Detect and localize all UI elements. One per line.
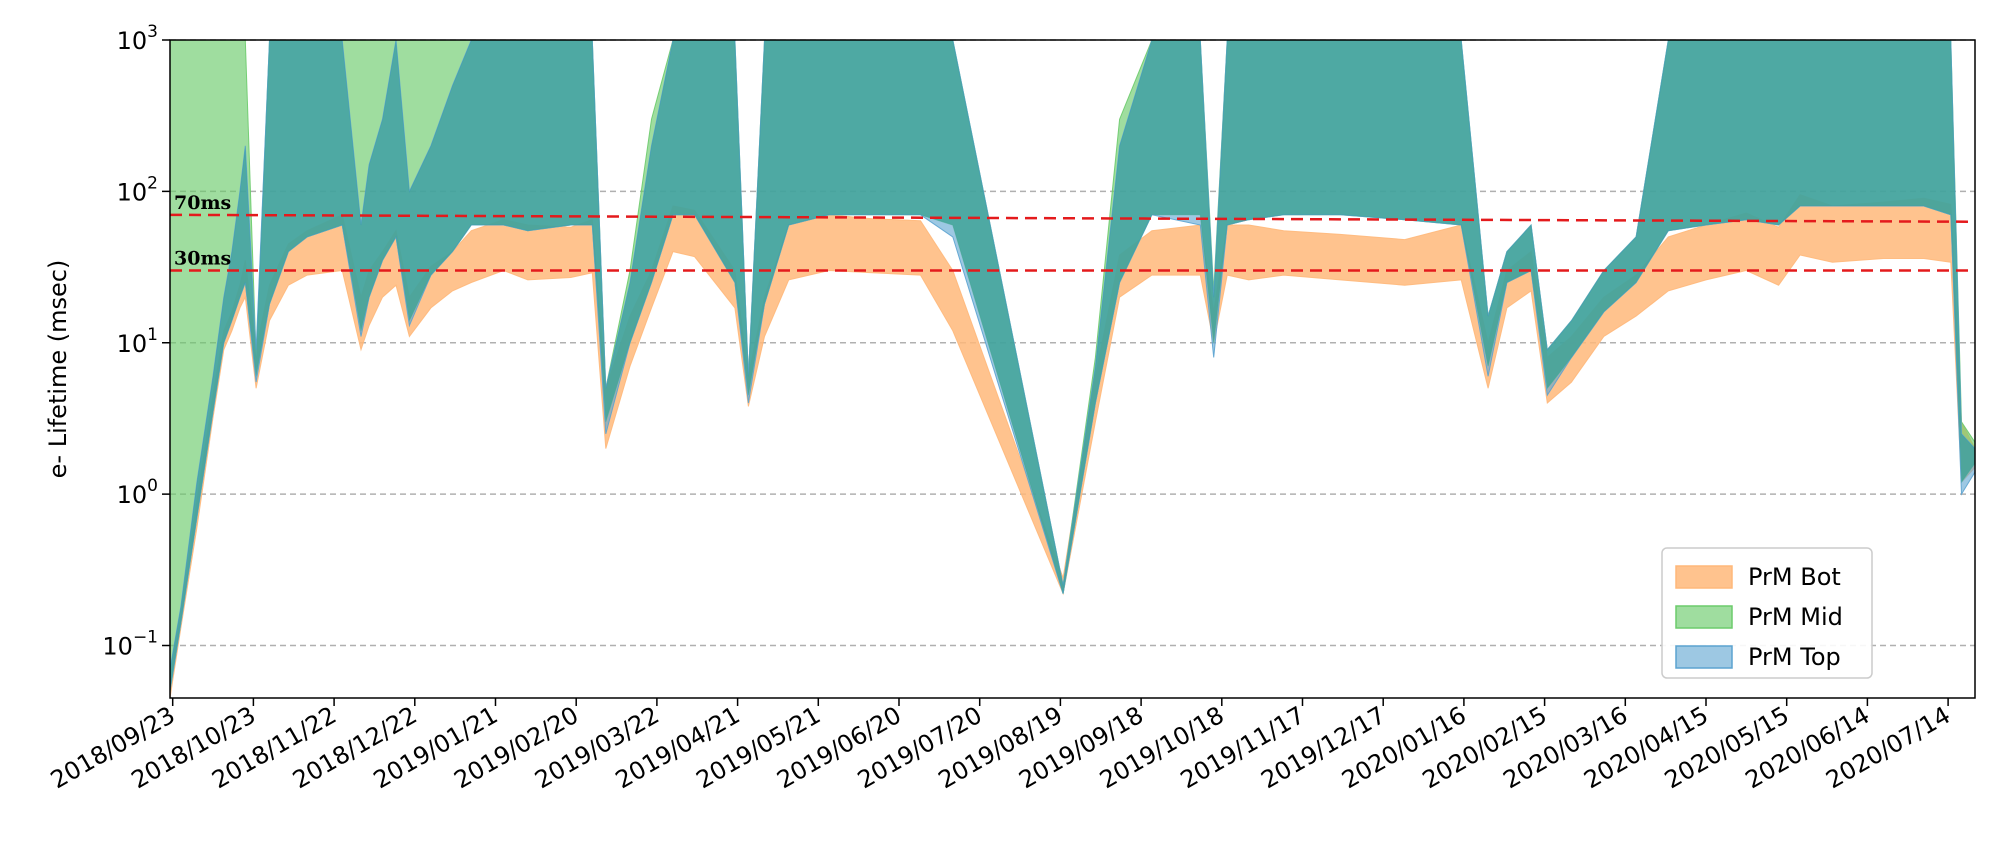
y-axis-label: e- Lifetime (msec) [44,260,72,479]
y-tick-label-4: 103 [117,22,158,55]
y-axis: 10−1 100 101 102 103 [102,22,170,661]
legend-label-prm-mid: PrM Mid [1748,603,1843,631]
plot-frame [169,39,1976,699]
y-tick-label-2: 101 [117,325,158,358]
reference-label-30ms: 30ms [174,248,231,270]
y-tick-label-1: 100 [117,476,158,509]
legend-swatch-prm-bot [1675,565,1733,589]
legend-label-prm-top: PrM Top [1748,643,1841,671]
legend: PrM Bot PrM Mid PrM Top [1661,547,1873,679]
reference-lines: 70ms 30ms [169,192,1976,272]
legend-swatch-prm-top [1675,645,1733,669]
reference-label-70ms: 70ms [174,192,231,214]
y-tick-label-3: 102 [117,173,158,206]
reference-line-70ms [169,213,1976,224]
series-overlap-band [170,40,1975,692]
legend-swatch-prm-mid [1675,605,1733,629]
legend-label-prm-bot: PrM Bot [1748,563,1841,591]
y-tick-label-0: 10−1 [102,628,158,661]
series-layer [170,40,1975,698]
x-axis: 2018/09/232018/10/232018/11/222018/12/22… [46,698,1955,794]
